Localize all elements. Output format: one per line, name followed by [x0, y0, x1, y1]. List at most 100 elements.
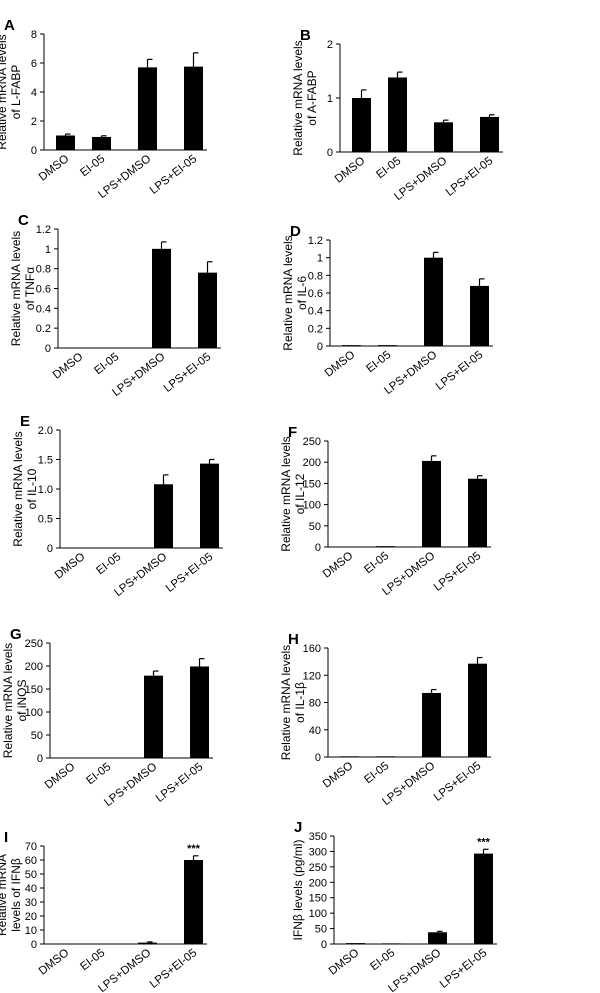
- bar-f-3: [422, 460, 441, 547]
- y-tick-label: 200: [309, 877, 327, 889]
- y-axis-label: of L-FABP: [9, 65, 23, 120]
- category-label: EI-05: [92, 351, 121, 377]
- category-label: LPS+EI-05: [164, 551, 215, 595]
- bar-c-4: [198, 272, 217, 348]
- y-tick-label: 250: [303, 436, 321, 448]
- y-tick-label: 2: [31, 116, 37, 128]
- y-axis-label: Relative mRNA levels: [0, 34, 9, 149]
- y-tick-label: 250: [309, 862, 327, 874]
- bar-g-3: [144, 675, 163, 758]
- y-tick-label: 10: [25, 925, 37, 937]
- category-label: DMSO: [333, 155, 368, 186]
- bar-h-4: [468, 663, 487, 757]
- y-axis-label: of A-FABP: [305, 70, 319, 125]
- y-tick-label: 0.5: [38, 514, 53, 526]
- y-tick-label: 200: [303, 457, 321, 469]
- y-tick-label: 2.0: [38, 425, 53, 437]
- category-label: EI-05: [78, 153, 107, 179]
- y-tick-label: 6: [31, 58, 37, 70]
- y-tick-label: 1: [45, 244, 51, 256]
- bar-h-3: [422, 692, 441, 757]
- y-tick-label: 150: [303, 478, 321, 490]
- category-label: EI-05: [362, 760, 391, 786]
- y-axis-label: of IL-10: [25, 468, 39, 509]
- y-tick-label: 300: [309, 846, 327, 858]
- y-tick-label: 8: [31, 29, 37, 41]
- y-axis-label: of IL-1β: [293, 682, 307, 723]
- bar-a-2: [92, 136, 111, 150]
- category-label: DMSO: [37, 153, 72, 184]
- y-axis-label: of iNOS: [15, 679, 29, 721]
- category-label: LPS+EI-05: [432, 550, 483, 594]
- y-tick-label: 0.8: [36, 264, 51, 276]
- category-label: EI-05: [84, 761, 113, 787]
- bar-j-1: [346, 943, 365, 944]
- y-tick-label: 60: [25, 855, 37, 867]
- bar-i-4: [184, 860, 203, 944]
- y-tick-label: 150: [25, 684, 43, 696]
- y-tick-label: 2: [327, 39, 333, 51]
- y-tick-label: 50: [31, 730, 43, 742]
- y-tick-label: 1.2: [36, 224, 51, 236]
- y-tick-label: 40: [25, 883, 37, 895]
- bar-d-2: [378, 345, 397, 346]
- category-label: LPS+EI-05: [438, 947, 489, 991]
- y-tick-label: 20: [25, 911, 37, 923]
- y-axis-label: Relative mRNA levels: [291, 40, 305, 155]
- y-tick-label: 200: [25, 661, 43, 673]
- y-axis-label: of TNFα: [23, 267, 37, 310]
- y-tick-label: 50: [25, 869, 37, 881]
- bar-f-2: [376, 546, 395, 547]
- y-tick-label: 0: [31, 939, 37, 951]
- bar-b-1: [352, 98, 371, 152]
- chart-panel-c: C Relative mRNA levels of TNFα 0 0.2 0.4 0.6 0.…: [9, 212, 221, 399]
- y-tick-label: 0: [317, 341, 323, 353]
- bar-a-3: [138, 67, 157, 150]
- category-label: EI-05: [362, 550, 391, 576]
- bar-j-2: [382, 943, 401, 944]
- bar-b-3: [434, 122, 453, 152]
- bar-c-3: [152, 248, 171, 348]
- category-label: DMSO: [37, 947, 72, 978]
- bar-e-4: [200, 463, 219, 548]
- y-tick-label: 0.4: [36, 303, 51, 315]
- y-tick-label: 0: [31, 145, 37, 157]
- category-label: DMSO: [51, 351, 86, 382]
- y-tick-label: 1.2: [308, 235, 323, 247]
- y-tick-label: 0: [327, 147, 333, 159]
- y-tick-label: 70: [25, 841, 37, 853]
- panel-letter: J: [294, 819, 302, 836]
- y-tick-label: 1: [317, 253, 323, 265]
- y-axis-label: IFNβ levels (pg/ml): [291, 840, 305, 941]
- y-tick-label: 0.2: [36, 323, 51, 335]
- panel-letter: G: [10, 626, 22, 643]
- y-tick-label: 1: [327, 93, 333, 105]
- panel-letter: I: [4, 829, 8, 846]
- category-label: LPS+EI-05: [444, 155, 495, 199]
- y-tick-label: 100: [303, 500, 321, 512]
- bar-g-4: [190, 666, 209, 758]
- category-label: DMSO: [43, 761, 78, 792]
- panel-letter: H: [288, 631, 299, 648]
- significance-marker: ***: [187, 843, 201, 855]
- y-tick-label: 0: [315, 752, 321, 764]
- y-tick-label: 0: [321, 939, 327, 951]
- category-label: DMSO: [327, 947, 362, 978]
- y-tick-label: 350: [309, 831, 327, 843]
- y-tick-label: 0.8: [308, 270, 323, 282]
- panel-letter: E: [20, 413, 30, 430]
- y-tick-label: 0.2: [308, 323, 323, 335]
- category-label: EI-05: [374, 155, 403, 181]
- panel-letter: F: [288, 424, 297, 441]
- y-tick-label: 0: [37, 753, 43, 765]
- bar-d-3: [424, 257, 443, 346]
- chart-panel-i: I Relative mRNA levels of IFNβ 0 10 20 30 40 50 6…: [0, 829, 207, 993]
- y-tick-label: 150: [309, 893, 327, 905]
- y-tick-label: 160: [303, 643, 321, 655]
